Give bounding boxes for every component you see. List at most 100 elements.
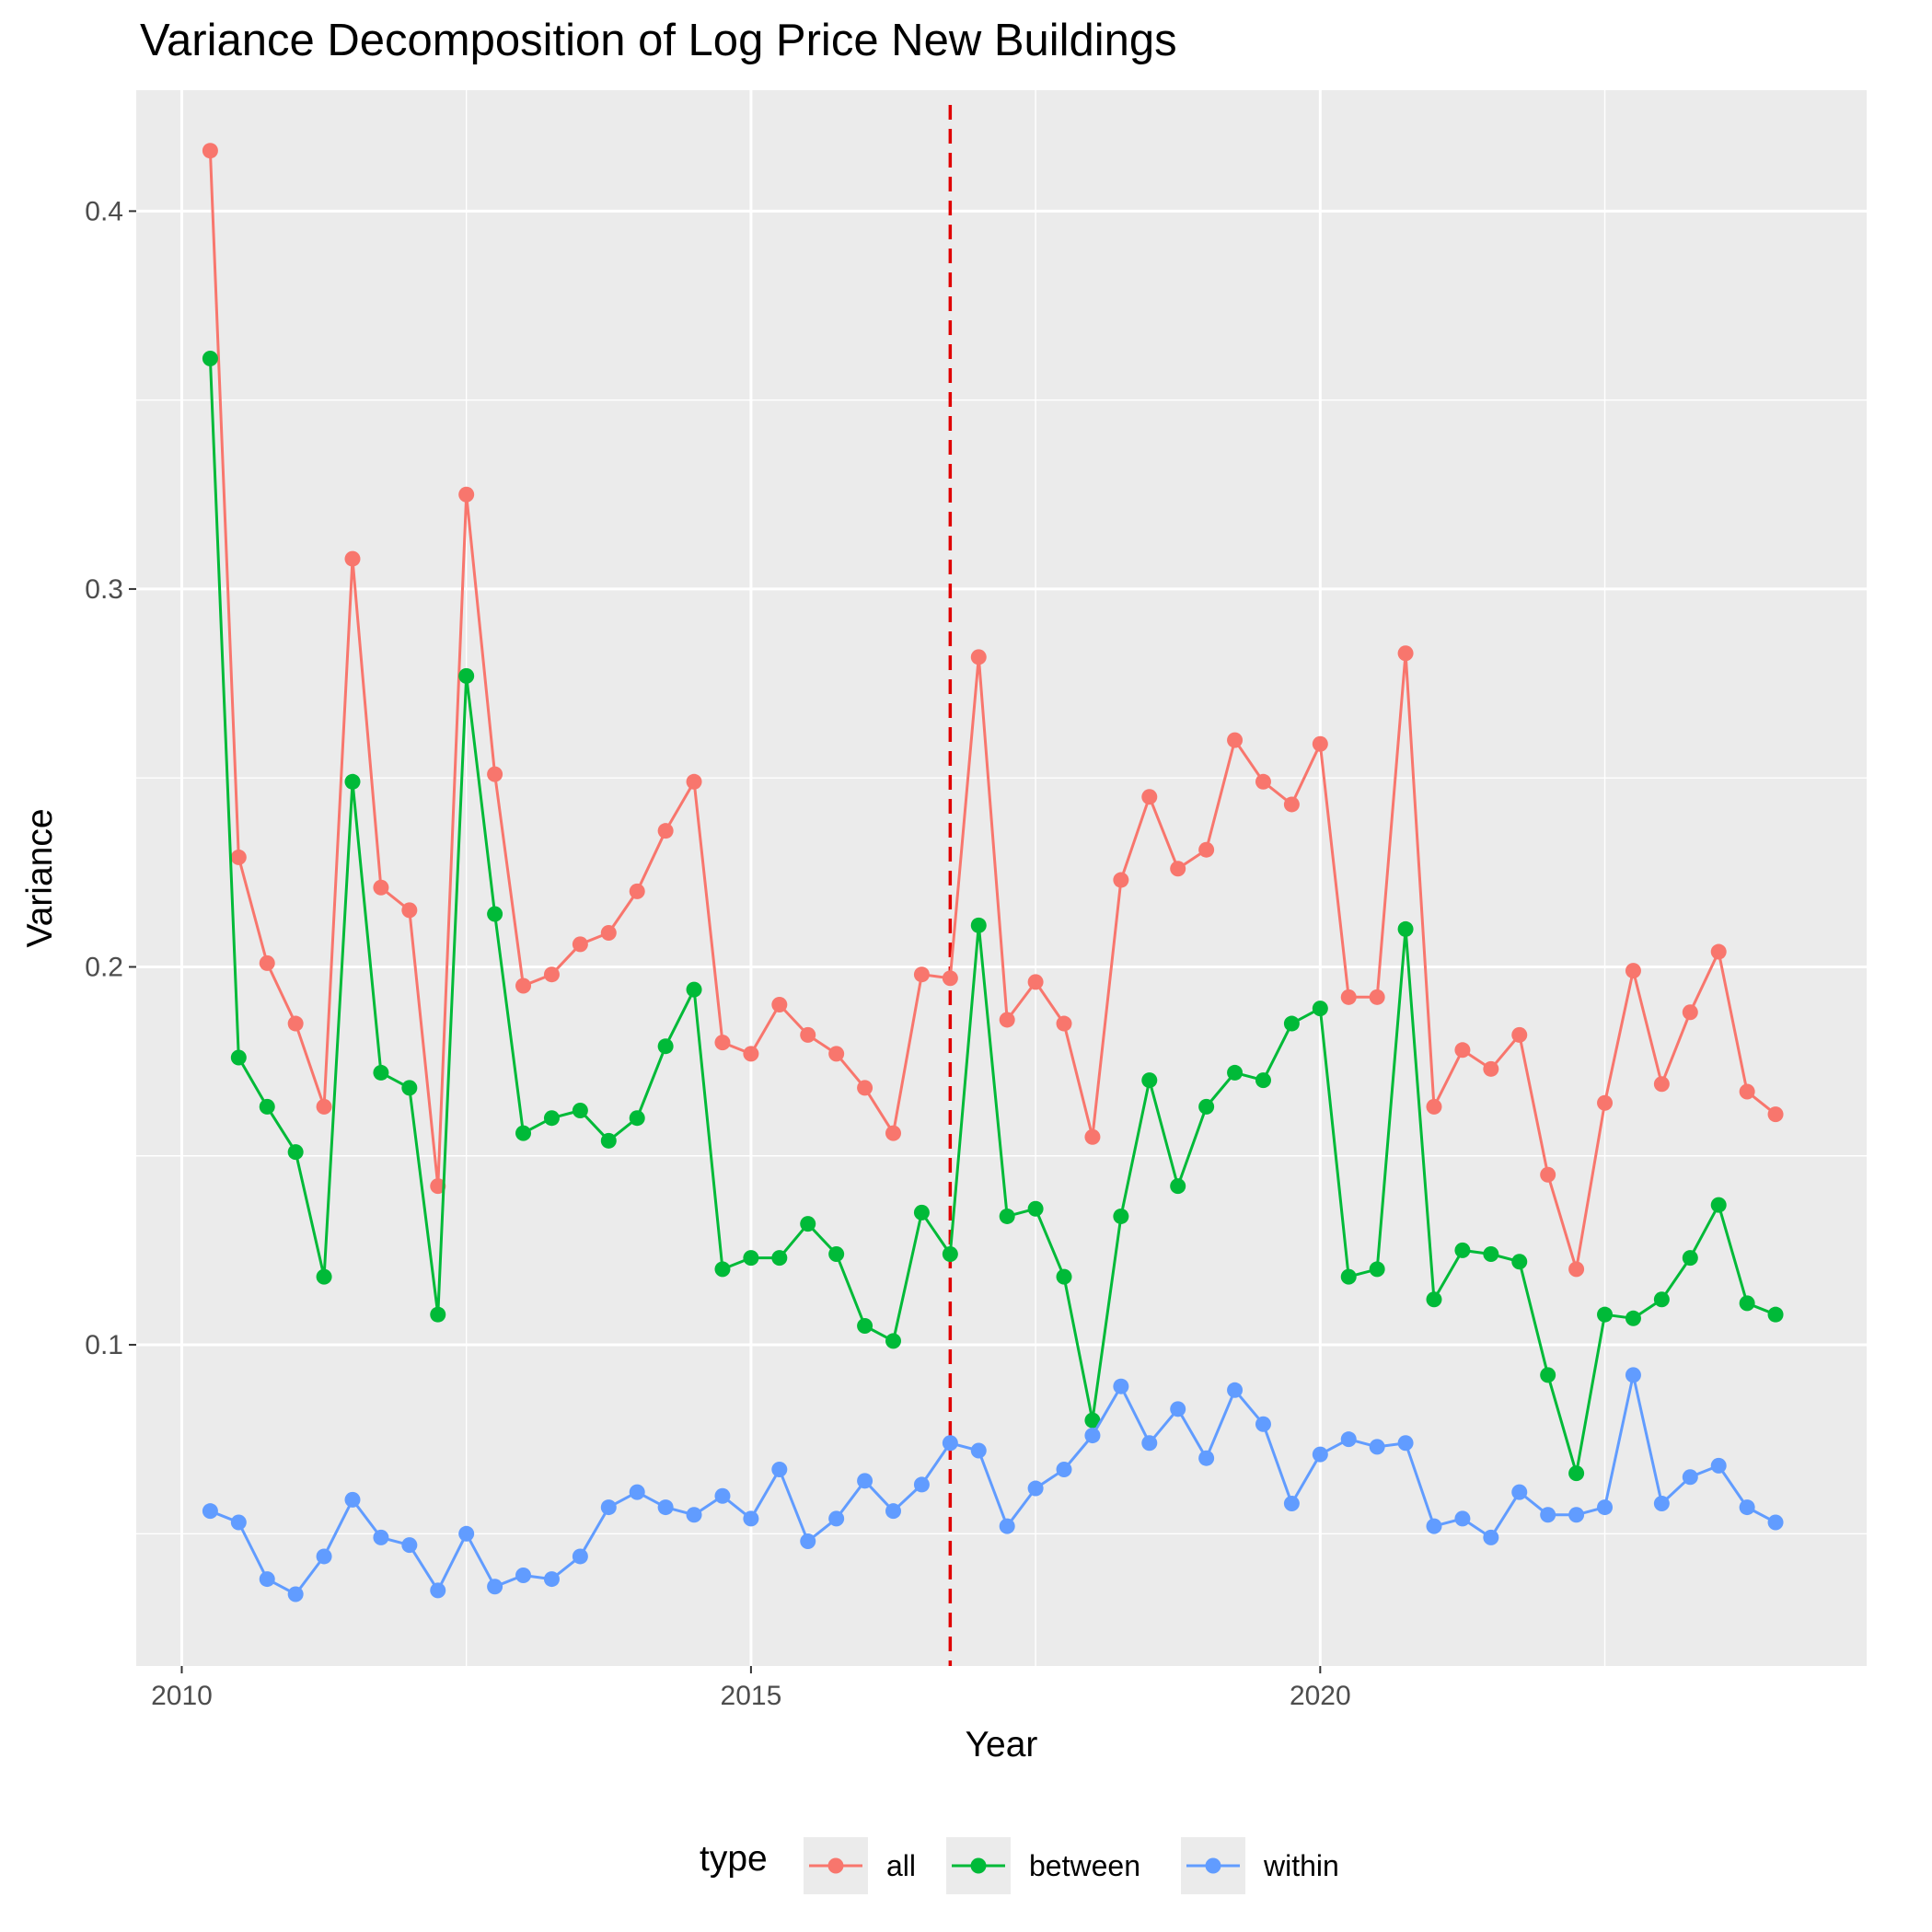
data-point-within — [942, 1435, 958, 1452]
data-point-within — [458, 1525, 475, 1542]
data-point-within — [857, 1473, 873, 1489]
data-point-within — [515, 1567, 532, 1583]
y-tick-label: 0.4 — [85, 196, 123, 226]
data-point-within — [1653, 1495, 1670, 1511]
data-point-within — [1511, 1484, 1528, 1500]
data-point-all — [1369, 989, 1385, 1005]
data-point-between — [1227, 1064, 1244, 1081]
data-point-between — [942, 1245, 958, 1262]
data-point-all — [1397, 645, 1414, 662]
data-point-all — [287, 1015, 304, 1032]
y-axis-title: Variance — [20, 808, 60, 947]
data-point-between — [600, 1132, 617, 1149]
data-point-all — [1540, 1166, 1556, 1183]
data-point-within — [970, 1442, 987, 1459]
x-tick-label: 2020 — [1290, 1681, 1351, 1711]
data-point-between — [1084, 1412, 1101, 1429]
data-point-within — [999, 1518, 1015, 1534]
data-point-between — [1483, 1245, 1499, 1262]
data-point-all — [686, 773, 702, 790]
data-point-within — [287, 1586, 304, 1602]
data-point-between — [401, 1080, 418, 1096]
plot-panel — [136, 90, 1867, 1666]
data-point-all — [1682, 1004, 1698, 1021]
data-point-between — [458, 667, 475, 684]
data-point-all — [373, 879, 389, 896]
data-point-all — [1653, 1076, 1670, 1093]
data-point-all — [629, 883, 645, 899]
data-point-all — [1113, 872, 1129, 888]
data-point-between — [1710, 1197, 1727, 1213]
y-tick-label: 0.2 — [85, 952, 123, 982]
legend-label: within — [1263, 1849, 1339, 1882]
data-point-all — [800, 1026, 816, 1043]
data-point-all — [1426, 1098, 1442, 1115]
data-point-between — [1113, 1208, 1129, 1224]
series-between — [202, 350, 1784, 1482]
x-axis-title: Year — [966, 1725, 1038, 1764]
data-point-between — [1255, 1072, 1271, 1089]
data-point-within — [1710, 1457, 1727, 1474]
data-point-within — [572, 1548, 588, 1565]
data-point-within — [600, 1499, 617, 1516]
data-point-between — [202, 350, 218, 366]
data-point-within — [401, 1537, 418, 1554]
series-line-within — [209, 1373, 1776, 1596]
data-point-between — [857, 1318, 873, 1335]
data-point-between — [430, 1306, 446, 1323]
x-tick-label: 2010 — [151, 1681, 213, 1711]
data-point-all — [1027, 974, 1044, 990]
data-point-all — [487, 766, 503, 782]
data-point-within — [259, 1571, 275, 1588]
data-point-between — [543, 1110, 560, 1127]
data-point-within — [1597, 1499, 1614, 1516]
data-point-between — [344, 773, 361, 790]
data-point-within — [1568, 1507, 1585, 1523]
data-point-between — [771, 1250, 788, 1267]
data-point-all — [1568, 1261, 1585, 1278]
data-point-all — [1597, 1094, 1614, 1111]
data-point-between — [1369, 1261, 1385, 1278]
series-all — [202, 143, 1784, 1278]
data-point-all — [1198, 841, 1215, 858]
data-point-all — [1141, 789, 1158, 805]
data-point-within — [743, 1510, 759, 1527]
data-point-all — [202, 143, 218, 159]
data-point-between — [487, 906, 503, 922]
data-point-all — [1767, 1106, 1784, 1123]
data-point-within — [1255, 1416, 1271, 1432]
data-point-within — [1283, 1495, 1300, 1511]
data-point-between — [743, 1250, 759, 1267]
data-point-between — [999, 1208, 1015, 1224]
data-point-within — [1113, 1378, 1129, 1394]
data-point-all — [344, 550, 361, 567]
data-point-within — [1340, 1431, 1357, 1448]
data-point-between — [828, 1245, 845, 1262]
data-point-all — [913, 966, 930, 983]
data-point-all — [1454, 1042, 1471, 1059]
data-point-all — [885, 1125, 901, 1141]
y-tick-label: 0.3 — [85, 574, 123, 605]
data-point-all — [1084, 1128, 1101, 1145]
data-point-between — [1454, 1242, 1471, 1258]
data-point-between — [1027, 1200, 1044, 1217]
data-point-within — [1540, 1507, 1556, 1523]
data-point-between — [970, 917, 987, 933]
data-point-within — [1483, 1529, 1499, 1545]
data-point-within — [430, 1582, 446, 1599]
data-point-all — [230, 849, 247, 865]
data-point-between — [230, 1049, 247, 1066]
data-point-all — [1227, 732, 1244, 748]
data-point-between — [714, 1261, 731, 1278]
data-point-all — [970, 649, 987, 665]
data-point-all — [714, 1035, 731, 1051]
data-point-all — [657, 823, 674, 839]
gridlines — [136, 90, 1867, 1666]
data-point-within — [771, 1462, 788, 1478]
legend-key-point — [970, 1857, 987, 1874]
data-point-between — [1767, 1306, 1784, 1323]
series-within — [202, 1367, 1784, 1602]
data-point-all — [1340, 989, 1357, 1005]
y-tick-label: 0.1 — [85, 1330, 123, 1360]
